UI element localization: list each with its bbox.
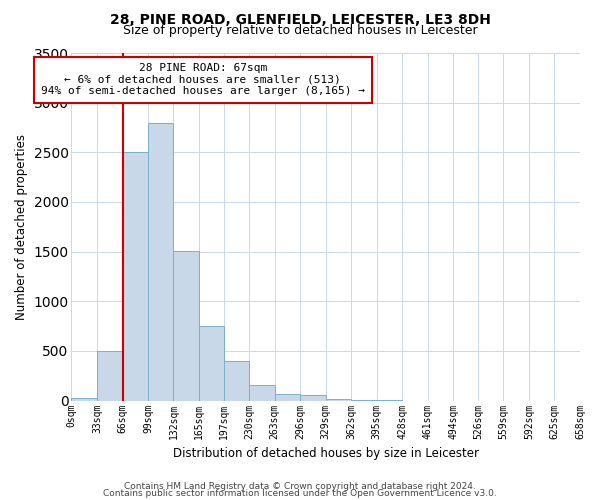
Bar	[173, 250, 199, 400]
Bar	[249, 385, 275, 400]
Text: Contains HM Land Registry data © Crown copyright and database right 2024.: Contains HM Land Registry data © Crown c…	[124, 482, 476, 491]
Bar	[122, 152, 148, 400]
X-axis label: Distribution of detached houses by size in Leicester: Distribution of detached houses by size …	[173, 447, 479, 460]
Bar	[199, 326, 224, 400]
Y-axis label: Number of detached properties: Number of detached properties	[15, 134, 28, 320]
Text: 28, PINE ROAD, GLENFIELD, LEICESTER, LE3 8DH: 28, PINE ROAD, GLENFIELD, LEICESTER, LE3…	[110, 12, 490, 26]
Text: Size of property relative to detached houses in Leicester: Size of property relative to detached ho…	[122, 24, 478, 37]
Text: 28 PINE ROAD: 67sqm
← 6% of detached houses are smaller (513)
94% of semi-detach: 28 PINE ROAD: 67sqm ← 6% of detached hou…	[41, 63, 365, 96]
Text: Contains public sector information licensed under the Open Government Licence v3: Contains public sector information licen…	[103, 489, 497, 498]
Bar	[300, 395, 326, 400]
Bar	[97, 351, 122, 401]
Bar	[224, 361, 249, 401]
Bar	[148, 122, 173, 400]
Bar	[275, 394, 300, 400]
Bar	[326, 398, 351, 400]
Bar	[71, 398, 97, 400]
